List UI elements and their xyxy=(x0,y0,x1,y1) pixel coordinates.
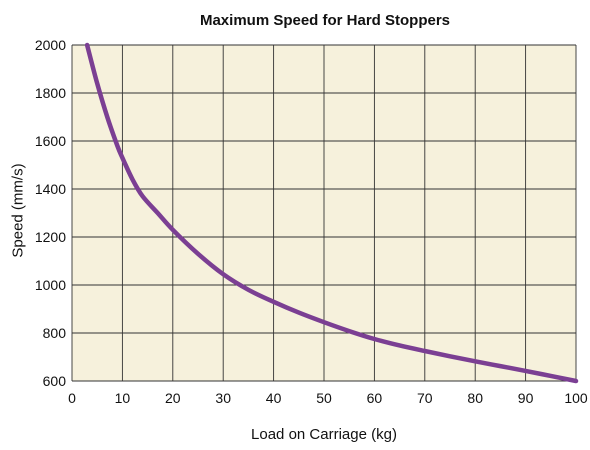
chart-title: Maximum Speed for Hard Stoppers xyxy=(199,12,451,29)
x-axis-label: Load on Carriage (kg) xyxy=(251,426,397,443)
y-tick-label: 1000 xyxy=(35,277,66,293)
x-tick-label: 10 xyxy=(115,390,131,406)
x-tick-label: 40 xyxy=(266,390,282,406)
y-tick-label: 2000 xyxy=(35,37,66,53)
series-line xyxy=(84,42,579,384)
y-tick-labels: 600 800 1000 1200 1400 1600 1800 2000 xyxy=(35,37,66,389)
x-tick-labels: 0 10 20 30 40 50 60 70 80 90 100 xyxy=(68,390,588,406)
x-tick-label: 100 xyxy=(564,390,588,406)
x-tick-label: 30 xyxy=(215,390,231,406)
y-tick-label: 1400 xyxy=(35,181,66,197)
x-tick-label: 70 xyxy=(417,390,433,406)
grid-lines xyxy=(71,44,577,382)
x-tick-label: 50 xyxy=(316,390,332,406)
y-tick-label: 600 xyxy=(43,373,67,389)
y-tick-label: 800 xyxy=(43,325,67,341)
x-tick-label: 80 xyxy=(467,390,483,406)
y-axis-label: Speed (mm/s) xyxy=(9,163,27,258)
y-tick-label: 1800 xyxy=(35,85,66,101)
x-tick-label: 20 xyxy=(165,390,181,406)
x-tick-label: 90 xyxy=(518,390,534,406)
series-layer xyxy=(84,42,579,384)
y-tick-label: 1200 xyxy=(35,229,66,245)
y-tick-label: 1600 xyxy=(35,133,66,149)
x-tick-label: 0 xyxy=(68,390,76,406)
x-tick-label: 60 xyxy=(367,390,383,406)
